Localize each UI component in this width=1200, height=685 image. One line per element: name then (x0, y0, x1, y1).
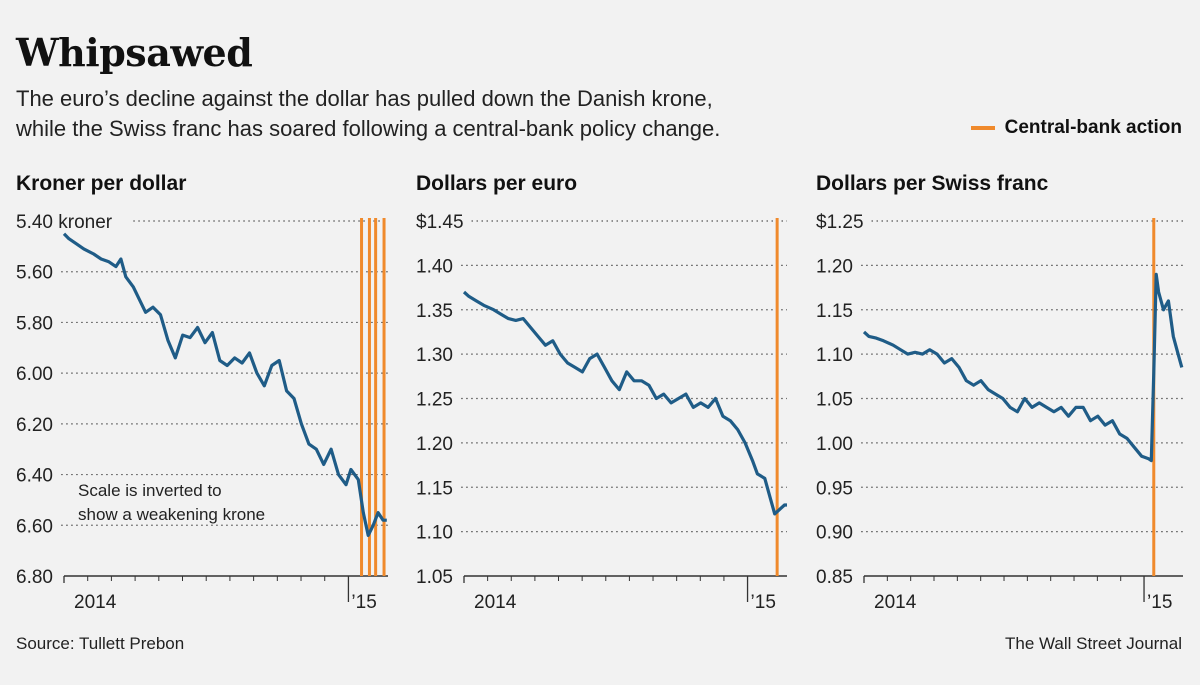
krone-y-tick-label: 6.20 (16, 415, 53, 436)
franc-y-tick-label: 1.10 (816, 345, 853, 366)
franc-y-tick-label: 0.90 (816, 523, 853, 544)
credit-note: The Wall Street Journal (1005, 634, 1182, 653)
euro-series-line (462, 290, 787, 516)
euro-y-tick-label: 1.05 (416, 567, 453, 588)
krone-y-tick-label: 5.60 (16, 263, 53, 284)
krone-annotation: show a weakening krone (78, 505, 265, 524)
legend: Central-bank action (970, 117, 1182, 139)
franc-y-tick-label: 0.85 (816, 567, 853, 588)
franc-y-tick-label: 1.00 (816, 434, 853, 455)
subtitle-line-2: while the Swiss franc has soared followi… (16, 116, 721, 141)
krone-y-tick-label: 6.80 (16, 567, 53, 588)
euro-x-tick-label: 2014 (474, 592, 517, 613)
subtitle-line-1: The euro’s decline against the dollar ha… (16, 86, 713, 111)
franc-y-tick-label: 0.95 (816, 478, 853, 499)
euro-y-tick-label: 1.40 (416, 256, 453, 277)
franc-series-line (862, 272, 1184, 463)
krone-y-tick-label: 6.40 (16, 466, 53, 487)
legend-swatch (970, 126, 995, 130)
franc-y-tick-label: $1.25 (816, 212, 864, 233)
euro-y-tick-label: 1.30 (416, 345, 453, 366)
euro-y-tick-label: 1.35 (416, 301, 453, 322)
euro-x-tick-label: ’15 (751, 592, 776, 613)
krone-x-tick-label: 2014 (74, 592, 117, 613)
franc-chart-title: Dollars per Swiss franc (816, 172, 1049, 195)
krone-y-tick-label: 5.40 kroner (16, 212, 113, 233)
euro-y-tick-label: 1.15 (416, 478, 453, 499)
franc-y-tick-label: 1.15 (816, 301, 853, 322)
euro-y-tick-label: 1.20 (416, 434, 453, 455)
krone-annotation: Scale is inverted to (78, 481, 222, 500)
krone-series-line (62, 232, 387, 537)
krone-y-tick-label: 5.80 (16, 313, 53, 334)
euro-y-tick-label: 1.25 (416, 390, 453, 411)
franc-y-tick-label: 1.05 (816, 390, 853, 411)
euro-y-tick-label: 1.10 (416, 523, 453, 544)
legend-label: Central-bank action (1004, 117, 1182, 138)
page-title: Whipsawed (16, 30, 253, 75)
krone-y-tick-label: 6.60 (16, 516, 53, 537)
source-note: Source: Tullett Prebon (16, 634, 185, 653)
krone-x-tick-label: ’15 (351, 592, 376, 613)
franc-x-tick-label: 2014 (874, 592, 917, 613)
franc-y-tick-label: 1.20 (816, 256, 853, 277)
krone-chart-title: Kroner per dollar (16, 172, 186, 195)
krone-y-tick-label: 6.00 (16, 364, 53, 385)
euro-chart-title: Dollars per euro (416, 172, 577, 195)
franc-x-tick-label: ’15 (1147, 592, 1172, 613)
euro-y-tick-label: $1.45 (416, 212, 464, 233)
